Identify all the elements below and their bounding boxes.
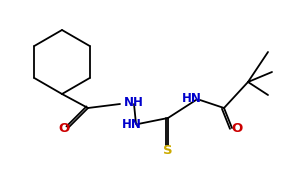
Text: O: O <box>231 122 243 135</box>
Text: O: O <box>58 122 70 135</box>
Text: HN: HN <box>122 119 142 132</box>
Text: HN: HN <box>182 92 202 105</box>
Text: NH: NH <box>124 97 144 110</box>
Text: S: S <box>163 144 173 157</box>
